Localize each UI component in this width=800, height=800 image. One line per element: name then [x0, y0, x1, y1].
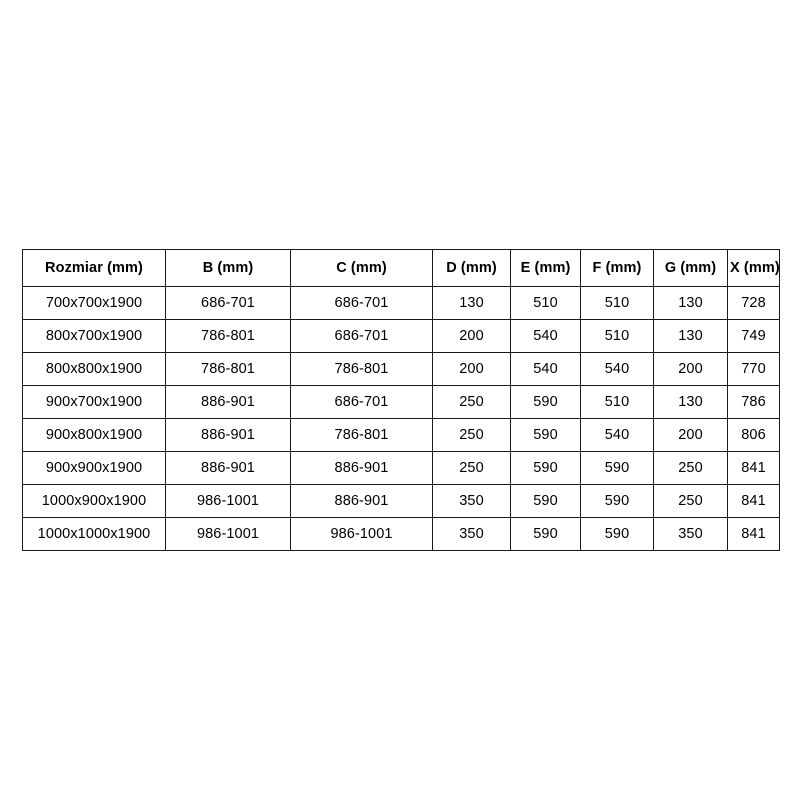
cell-d: 250 [432, 418, 511, 452]
table-row: 800x700x1900 786-801 686-701 200 540 510… [22, 319, 780, 353]
cell-f: 510 [580, 385, 654, 419]
cell-g: 200 [653, 418, 728, 452]
cell-c: 986-1001 [290, 517, 433, 551]
cell-f: 510 [580, 319, 654, 353]
cell-x: 841 [727, 484, 780, 518]
table-header: Rozmiar (mm) B (mm) C (mm) D (mm) E (mm)… [22, 249, 780, 287]
cell-d: 350 [432, 484, 511, 518]
cell-d: 350 [432, 517, 511, 551]
cell-c: 786-801 [290, 352, 433, 386]
cell-f: 510 [580, 286, 654, 320]
cell-e: 590 [510, 385, 581, 419]
column-header-f: F (mm) [580, 249, 654, 287]
cell-size: 800x800x1900 [22, 352, 166, 386]
cell-f: 590 [580, 517, 654, 551]
cell-x: 806 [727, 418, 780, 452]
cell-b: 686-701 [165, 286, 291, 320]
cell-c: 686-701 [290, 319, 433, 353]
cell-size: 700x700x1900 [22, 286, 166, 320]
cell-c: 886-901 [290, 484, 433, 518]
cell-b: 886-901 [165, 451, 291, 485]
cell-x: 728 [727, 286, 780, 320]
cell-c: 686-701 [290, 385, 433, 419]
cell-d: 130 [432, 286, 511, 320]
table-body: 700x700x1900 686-701 686-701 130 510 510… [22, 286, 780, 551]
cell-b: 786-801 [165, 319, 291, 353]
table-row: 1000x900x1900 986-1001 886-901 350 590 5… [22, 484, 780, 518]
cell-x: 749 [727, 319, 780, 353]
cell-b: 886-901 [165, 418, 291, 452]
cell-x: 786 [727, 385, 780, 419]
cell-c: 686-701 [290, 286, 433, 320]
dimensions-table: Rozmiar (mm) B (mm) C (mm) D (mm) E (mm)… [22, 249, 780, 551]
cell-g: 130 [653, 286, 728, 320]
column-header-size: Rozmiar (mm) [22, 249, 166, 287]
cell-e: 590 [510, 451, 581, 485]
cell-c: 786-801 [290, 418, 433, 452]
cell-e: 590 [510, 418, 581, 452]
column-header-g: G (mm) [653, 249, 728, 287]
cell-g: 250 [653, 451, 728, 485]
cell-d: 250 [432, 451, 511, 485]
cell-g: 130 [653, 385, 728, 419]
cell-e: 510 [510, 286, 581, 320]
cell-f: 590 [580, 451, 654, 485]
cell-c: 886-901 [290, 451, 433, 485]
cell-size: 1000x1000x1900 [22, 517, 166, 551]
column-header-d: D (mm) [432, 249, 511, 287]
cell-size: 900x900x1900 [22, 451, 166, 485]
table-row: 1000x1000x1900 986-1001 986-1001 350 590… [22, 517, 780, 551]
cell-e: 590 [510, 484, 581, 518]
cell-x: 770 [727, 352, 780, 386]
cell-size: 900x800x1900 [22, 418, 166, 452]
column-header-x: X (mm) [727, 249, 780, 287]
cell-d: 200 [432, 319, 511, 353]
cell-b: 786-801 [165, 352, 291, 386]
cell-size: 800x700x1900 [22, 319, 166, 353]
cell-f: 540 [580, 352, 654, 386]
table-header-row: Rozmiar (mm) B (mm) C (mm) D (mm) E (mm)… [22, 249, 780, 287]
cell-g: 200 [653, 352, 728, 386]
cell-x: 841 [727, 517, 780, 551]
cell-g: 130 [653, 319, 728, 353]
cell-size: 1000x900x1900 [22, 484, 166, 518]
column-header-e: E (mm) [510, 249, 581, 287]
cell-d: 200 [432, 352, 511, 386]
cell-e: 590 [510, 517, 581, 551]
table-row: 900x800x1900 886-901 786-801 250 590 540… [22, 418, 780, 452]
cell-g: 350 [653, 517, 728, 551]
table-row: 900x700x1900 886-901 686-701 250 590 510… [22, 385, 780, 419]
column-header-c: C (mm) [290, 249, 433, 287]
cell-e: 540 [510, 319, 581, 353]
column-header-b: B (mm) [165, 249, 291, 287]
cell-f: 590 [580, 484, 654, 518]
specification-table-container: Rozmiar (mm) B (mm) C (mm) D (mm) E (mm)… [22, 249, 780, 551]
cell-x: 841 [727, 451, 780, 485]
cell-e: 540 [510, 352, 581, 386]
cell-d: 250 [432, 385, 511, 419]
table-row: 900x900x1900 886-901 886-901 250 590 590… [22, 451, 780, 485]
cell-b: 986-1001 [165, 484, 291, 518]
cell-b: 886-901 [165, 385, 291, 419]
cell-b: 986-1001 [165, 517, 291, 551]
cell-f: 540 [580, 418, 654, 452]
cell-g: 250 [653, 484, 728, 518]
cell-size: 900x700x1900 [22, 385, 166, 419]
table-row: 700x700x1900 686-701 686-701 130 510 510… [22, 286, 780, 320]
table-row: 800x800x1900 786-801 786-801 200 540 540… [22, 352, 780, 386]
